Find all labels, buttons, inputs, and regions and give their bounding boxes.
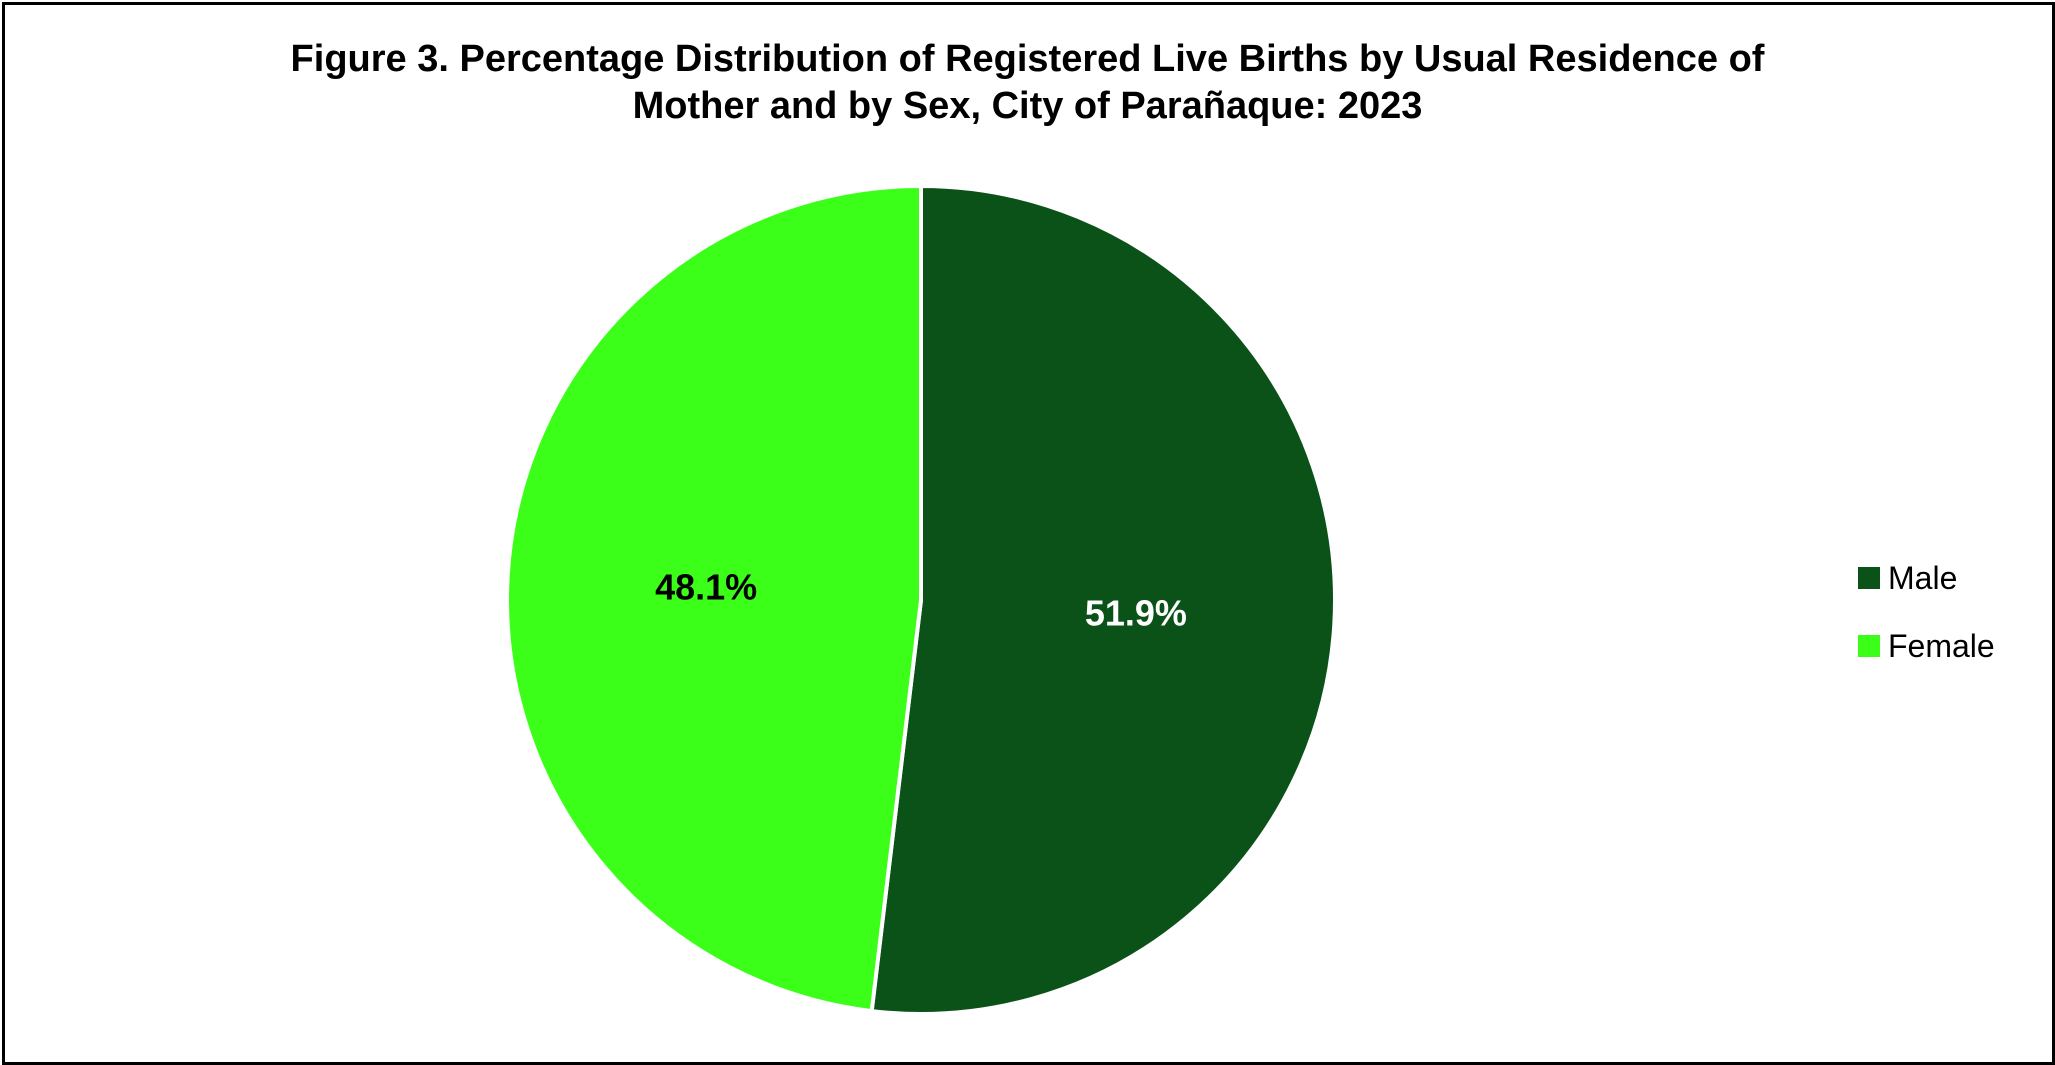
legend-swatch-male: [1858, 567, 1880, 589]
legend-item-male: Male: [1858, 544, 1995, 612]
legend-swatch-female: [1858, 635, 1880, 657]
data-label-male: 51.9%: [1085, 592, 1187, 633]
legend-label-male: Male: [1888, 559, 1958, 596]
legend: Male Female: [1858, 544, 1995, 680]
pie-slice-male: [869, 184, 1337, 1016]
chart-title-line-2: Mother and by Sex, City of Parañaque: 20…: [632, 85, 1423, 127]
pie-slice-female: [505, 184, 923, 1014]
chart-title-line-1: Figure 3. Percentage Distribution of Reg…: [290, 38, 1765, 80]
legend-label-female: Female: [1888, 627, 1995, 664]
data-label-female: 48.1%: [655, 567, 757, 608]
chart-title: Figure 3. Percentage Distribution of Reg…: [0, 36, 2055, 130]
legend-item-female: Female: [1858, 612, 1995, 680]
